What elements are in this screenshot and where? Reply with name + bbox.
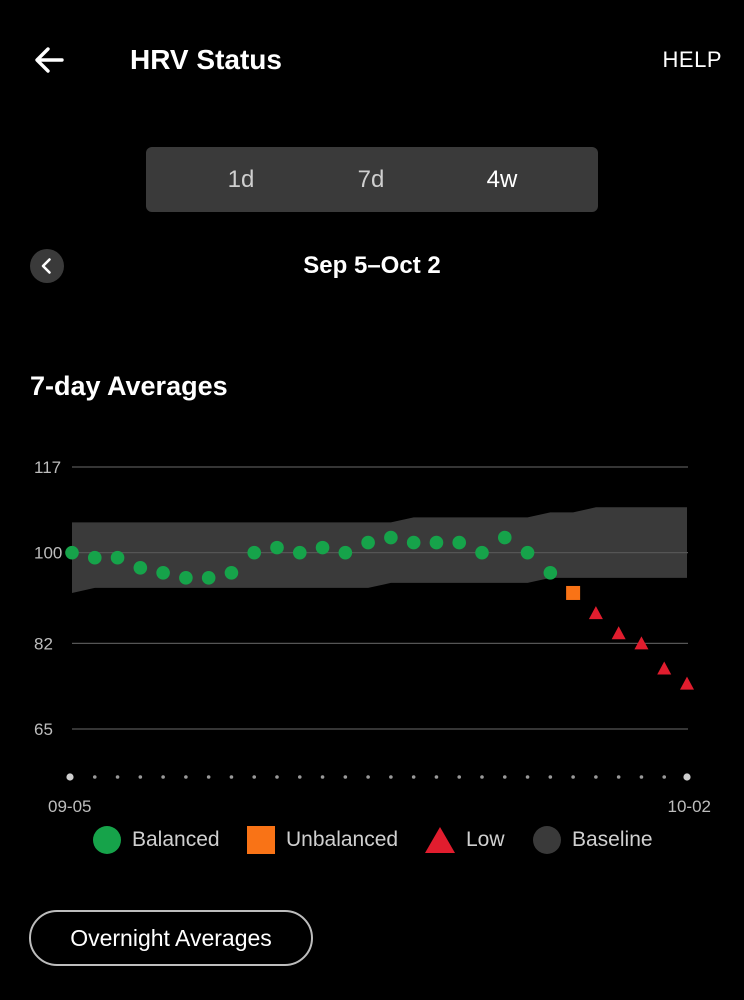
balanced-point	[270, 540, 284, 555]
unbalanced-point	[566, 585, 581, 600]
x-day-dot	[502, 775, 507, 779]
balanced-point	[110, 550, 125, 565]
triangle-icon	[425, 827, 455, 853]
tab-7d[interactable]: 7d	[357, 166, 385, 193]
help-link[interactable]: HELP	[662, 47, 722, 72]
legend-item-unbalanced: Unbalanced	[246, 820, 398, 860]
page-title: HRV Status	[130, 44, 282, 75]
previous-period-button[interactable]	[30, 249, 64, 283]
legend-item-balanced: Balanced	[92, 820, 220, 860]
x-day-dot	[457, 775, 462, 779]
x-day-dot	[138, 775, 143, 779]
balanced-point	[497, 530, 512, 545]
y-tick-label: 82	[34, 634, 53, 653]
legend-item-baseline: Baseline	[532, 820, 653, 860]
x-day-dot	[662, 775, 667, 779]
x-day-dot	[683, 773, 691, 781]
x-day-dot	[343, 775, 348, 779]
balanced-point	[475, 545, 489, 560]
balanced-point	[179, 571, 193, 585]
x-day-dot	[320, 775, 325, 779]
x-day-dot	[297, 775, 302, 779]
tab-4w[interactable]: 4w	[486, 166, 518, 193]
legend-label-balanced: Balanced	[132, 828, 220, 851]
x-day-dot	[275, 775, 279, 779]
balanced-point	[452, 535, 467, 550]
date-range-label: Sep 5–Oct 2	[303, 252, 441, 279]
y-tick-label: 100	[34, 544, 62, 563]
balanced-point	[315, 540, 330, 555]
low-point	[588, 606, 603, 620]
x-day-dot	[92, 775, 97, 779]
balanced-point	[65, 545, 79, 560]
x-day-dot	[229, 775, 234, 779]
chevron-left-icon	[41, 258, 51, 274]
square-icon	[247, 826, 275, 854]
x-day-dot	[161, 775, 165, 779]
x-day-dot	[594, 775, 598, 779]
circle-icon	[93, 826, 121, 854]
legend-label-baseline: Baseline	[572, 828, 653, 851]
section-title: 7-day Averages	[30, 371, 228, 401]
balanced-point	[201, 571, 216, 585]
balanced-point	[224, 566, 239, 580]
x-day-dot	[184, 775, 188, 779]
x-day-dot	[66, 773, 74, 781]
x-day-dot	[616, 775, 621, 779]
balanced-point	[520, 545, 535, 560]
x-start-label: 09-05	[48, 797, 91, 816]
balanced-point	[156, 566, 170, 580]
x-day-dot	[525, 775, 530, 779]
baseline-band	[72, 507, 687, 593]
x-day-dot	[548, 775, 553, 779]
x-day-dot	[206, 775, 211, 779]
x-end-label: 10-02	[668, 797, 711, 816]
circle-icon	[533, 826, 561, 854]
period-selector: 1d 7d 4w	[146, 147, 598, 212]
x-day-dot	[411, 775, 416, 779]
balanced-point	[429, 535, 444, 550]
legend-label-low: Low	[466, 828, 505, 851]
balanced-point	[384, 530, 398, 545]
x-day-dot	[252, 775, 257, 779]
balanced-point	[406, 535, 421, 550]
low-point	[634, 636, 649, 650]
balanced-point	[133, 560, 148, 575]
balanced-point	[247, 545, 262, 560]
balanced-point	[338, 545, 353, 560]
x-day-dot	[571, 775, 575, 779]
legend-item-low: Low	[424, 820, 505, 860]
y-tick-label: 65	[34, 720, 53, 739]
x-day-dot	[115, 775, 120, 779]
x-day-dot	[366, 775, 370, 779]
back-button[interactable]	[30, 40, 70, 80]
hrv-chart: 117 100 82 65 09-05 10-02	[34, 458, 711, 816]
arrow-left-icon	[35, 47, 64, 73]
low-point	[611, 626, 626, 640]
x-day-dot	[389, 775, 393, 779]
low-point	[680, 676, 694, 690]
x-day-dot	[434, 775, 439, 779]
x-day-dot	[639, 775, 644, 779]
overnight-averages-button[interactable]: Overnight Averages	[29, 910, 313, 966]
legend-label-unbalanced: Unbalanced	[286, 828, 399, 851]
app-header: HRV Status HELP	[0, 0, 744, 120]
balanced-point	[292, 545, 307, 560]
tab-1d[interactable]: 1d	[227, 166, 255, 193]
balanced-point	[543, 566, 558, 580]
chart-legend: Balanced Unbalanced Low Baseline	[0, 820, 744, 860]
balanced-point	[87, 550, 102, 565]
x-day-dot	[480, 775, 484, 779]
low-point	[657, 661, 672, 675]
balanced-point	[361, 535, 375, 550]
y-tick-label: 117	[34, 458, 61, 477]
